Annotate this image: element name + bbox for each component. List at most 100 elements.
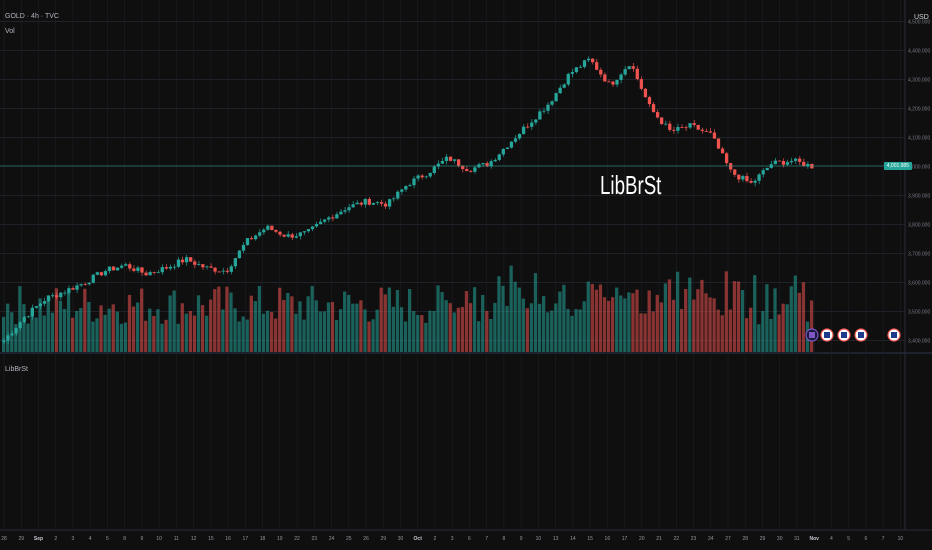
price-tick-label: 4,000.000 <box>908 165 930 171</box>
candle-body <box>680 127 684 128</box>
candle-body <box>245 238 250 246</box>
volume-bar <box>525 308 529 352</box>
candle-body <box>465 169 469 172</box>
volume-bar <box>22 304 26 352</box>
date-tick-label: 29 <box>380 536 386 542</box>
volume-bar <box>156 309 160 352</box>
date-tick-label: 27 <box>725 536 731 542</box>
price-tick-label: 3,600.000 <box>908 280 930 286</box>
volume-bar <box>83 288 87 352</box>
candle-body <box>205 266 209 268</box>
candle-body <box>420 175 424 178</box>
candle-body <box>753 180 757 183</box>
candle-body <box>302 231 306 233</box>
volume-bar <box>46 295 50 352</box>
candle-body <box>213 267 217 272</box>
volume-bar <box>501 285 505 352</box>
event-marker-icon[interactable] <box>805 328 819 342</box>
candle-body <box>611 81 615 85</box>
volume-bar <box>590 284 594 352</box>
volume-bar <box>578 309 582 352</box>
candle-body <box>741 176 745 180</box>
volume-bar <box>217 286 221 352</box>
candle-body <box>172 266 177 268</box>
candle-body <box>452 159 457 161</box>
volume-bar <box>95 318 99 352</box>
price-tick-label: 3,400.000 <box>908 338 930 344</box>
price-tick-label: 4,500.000 <box>908 20 930 26</box>
volume-bar <box>651 311 655 352</box>
candle-body <box>152 272 156 273</box>
volume-bar <box>468 303 473 352</box>
candle-body <box>18 322 22 329</box>
date-tick-label: 11 <box>174 536 179 542</box>
volume-bar <box>209 299 213 352</box>
volume-bar <box>286 292 290 352</box>
volume-bar <box>533 273 538 352</box>
price-tick-label: 3,700.000 <box>908 251 930 257</box>
event-marker-icon[interactable] <box>887 328 901 342</box>
volume-bar <box>558 291 562 352</box>
volume-bar <box>278 287 282 352</box>
candle-body <box>294 236 298 238</box>
volume-bar <box>79 308 83 352</box>
volume-bar <box>497 276 501 352</box>
date-tick-label: 12 <box>191 536 197 542</box>
event-marker-icon[interactable] <box>820 328 834 342</box>
volume-bar <box>14 324 18 352</box>
volume-bar <box>135 302 140 352</box>
volume-bar <box>103 314 107 352</box>
candle-body <box>404 186 408 190</box>
date-tick-label: 4 <box>89 536 92 542</box>
candle-body <box>274 230 278 232</box>
candle-body <box>323 219 327 222</box>
candle-body <box>631 66 635 69</box>
date-tick-label: 28 <box>1 536 7 542</box>
candle-body <box>107 266 112 272</box>
candle-body <box>359 202 363 205</box>
candle-body <box>71 288 75 290</box>
candle-body <box>310 226 315 230</box>
volume-bar <box>241 316 245 352</box>
candle-body <box>221 270 225 272</box>
volume-bar <box>383 294 387 352</box>
candle-body <box>286 234 290 237</box>
volume-bar <box>221 309 225 352</box>
date-tick-label: 16 <box>225 536 231 542</box>
volume-bar <box>598 284 603 352</box>
candle-body <box>371 203 376 205</box>
volume-bar <box>338 309 343 352</box>
date-tick-label: 24 <box>329 536 335 542</box>
candle-body <box>724 153 729 164</box>
date-tick-label: 22 <box>294 536 300 542</box>
currency-label[interactable]: USD <box>914 14 929 21</box>
candle-body <box>757 174 761 181</box>
volume-bar <box>493 302 497 352</box>
date-tick-label: 9 <box>141 536 144 542</box>
candle-body <box>481 163 485 165</box>
candle-body <box>700 129 704 131</box>
volume-bar <box>334 319 339 352</box>
event-marker-icon[interactable] <box>837 328 851 342</box>
candle-body <box>2 340 6 342</box>
volume-bar <box>724 271 728 352</box>
candle-body <box>457 159 461 166</box>
candle-body <box>546 104 550 111</box>
volume-label: Vol <box>5 28 15 35</box>
event-marker-icon[interactable] <box>854 328 868 342</box>
volume-bar <box>152 315 156 352</box>
candle-body <box>651 104 656 113</box>
volume-bar <box>659 302 663 352</box>
volume-bar <box>119 323 123 352</box>
candle-body <box>660 117 664 125</box>
candle-body <box>132 268 136 271</box>
volume-bar <box>432 310 436 352</box>
candle-body <box>79 284 83 286</box>
candle-body <box>327 217 331 220</box>
volume-bar <box>408 289 412 352</box>
date-tick-label: 10 <box>536 536 542 542</box>
volume-bar <box>566 308 570 352</box>
volume-bar <box>440 292 444 352</box>
candle-body <box>684 127 688 129</box>
